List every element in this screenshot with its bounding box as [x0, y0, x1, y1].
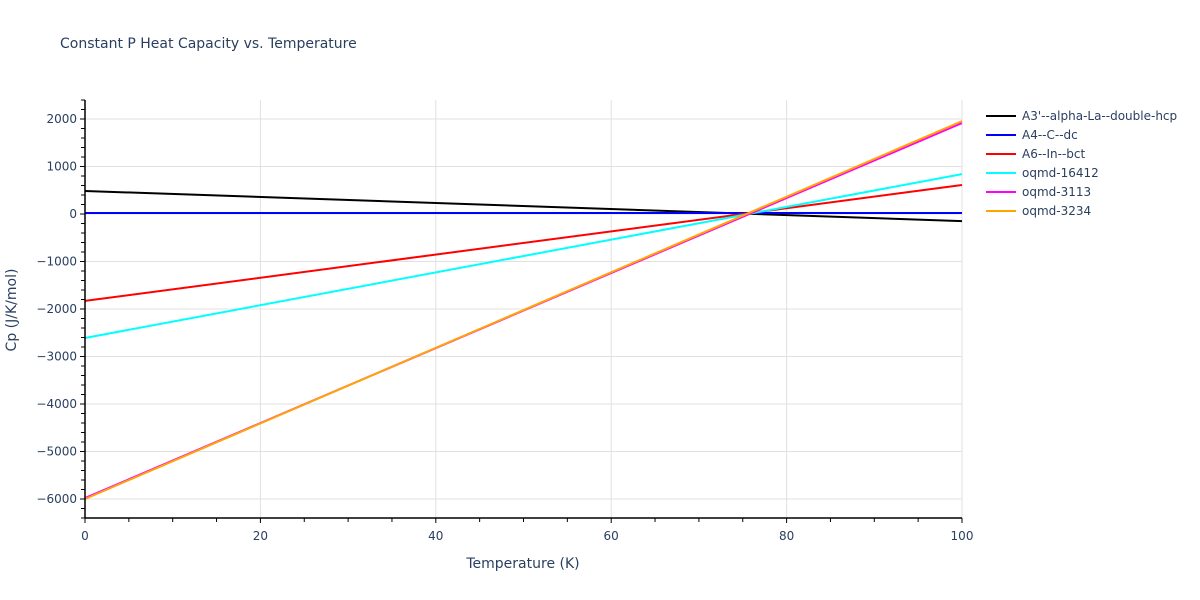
- x-tick-label: 40: [428, 529, 443, 543]
- legend-label: A3'--alpha-La--double-hcp: [1022, 108, 1178, 123]
- legend-swatch-icon: [986, 152, 1016, 155]
- x-tick-label: 100: [951, 529, 974, 543]
- x-axis-title: Temperature (K): [465, 556, 579, 572]
- chart-title: Constant P Heat Capacity vs. Temperature: [60, 36, 357, 52]
- series-line: [84, 184, 963, 302]
- y-tick-label: −2000: [36, 302, 77, 316]
- legend-item[interactable]: A3'--alpha-La--double-hcp: [986, 106, 1177, 125]
- legend-label: oqmd-16412: [1022, 165, 1099, 180]
- y-axis-title: Cp (J/K/mol): [4, 269, 20, 352]
- legend-label: A6--In--bct: [1022, 146, 1086, 161]
- legend: A3'--alpha-La--double-hcp A4--C--dc A6--In…: [986, 106, 1177, 220]
- x-tick-label: 60: [604, 529, 619, 543]
- y-tick-label: −4000: [36, 397, 77, 411]
- legend-item[interactable]: oqmd-3113: [986, 182, 1177, 201]
- y-tick-label: −5000: [36, 445, 77, 459]
- y-tick-label: 1000: [46, 160, 77, 174]
- legend-swatch-icon: [986, 190, 1016, 193]
- series-line: [84, 173, 963, 339]
- legend-swatch-icon: [986, 133, 1016, 136]
- legend-swatch-icon: [986, 209, 1016, 212]
- legend-item[interactable]: oqmd-16412: [986, 163, 1177, 182]
- x-tick-label: 80: [779, 529, 794, 543]
- series-line: [84, 120, 963, 500]
- legend-swatch-icon: [986, 114, 1016, 117]
- series-lines: [84, 120, 963, 500]
- y-tick-label: 0: [69, 207, 77, 221]
- legend-label: oqmd-3234: [1022, 203, 1092, 218]
- legend-item[interactable]: A4--C--dc: [986, 125, 1177, 144]
- legend-label: A4--C--dc: [1022, 127, 1078, 142]
- legend-swatch-icon: [986, 171, 1016, 174]
- y-tick-label: 2000: [46, 112, 77, 126]
- axes: 0 20 40 60 80 100 2000 1000 0 −1000 −2000 −3000 −400…: [36, 99, 974, 543]
- legend-item[interactable]: oqmd-3234: [986, 201, 1177, 220]
- y-tick-label: −1000: [36, 255, 77, 269]
- legend-label: oqmd-3113: [1022, 184, 1092, 199]
- x-tick-label: 0: [81, 529, 89, 543]
- legend-item[interactable]: A6--In--bct: [986, 144, 1177, 163]
- y-tick-label: −3000: [36, 350, 77, 364]
- series-line: [84, 189, 963, 223]
- y-tick-label: −6000: [36, 492, 77, 506]
- x-tick-label: 20: [253, 529, 268, 543]
